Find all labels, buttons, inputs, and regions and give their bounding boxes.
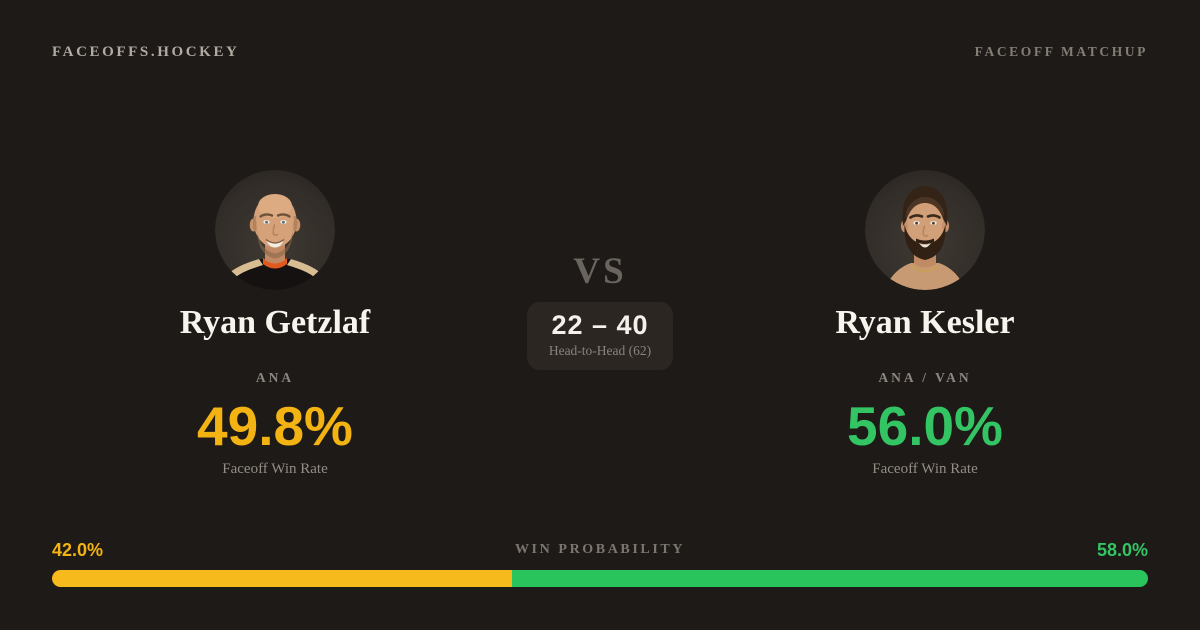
win-prob-left-pct: 42.0% — [52, 540, 104, 560]
player-left-winrate-label: Faceoff Win Rate — [222, 461, 328, 478]
vs-label: VS — [573, 251, 627, 292]
player-left-winrate: 49.8% — [197, 395, 353, 458]
win-probability-labels: 42.0% WIN PROBABILITY 58.0% — [52, 540, 1148, 562]
player-left: Ryan Getzlaf ANA 49.8% Faceoff Win Rate — [95, 170, 455, 478]
win-bar-right — [512, 570, 1148, 587]
ryan-kesler-headshot-illustration — [865, 170, 985, 290]
player-left-avatar — [215, 170, 335, 290]
player-right-winrate: 56.0% — [847, 395, 1003, 458]
head-to-head-card: 22 – 40 Head-to-Head (62) — [527, 301, 673, 371]
win-prob-right-pct: 58.0% — [1096, 540, 1148, 560]
header: FACEOFFS.HOCKEY FACEOFF MATCHUP — [52, 44, 1148, 61]
player-left-team: ANA — [255, 370, 295, 386]
head-to-head-score: 22 – 40 — [551, 309, 649, 340]
player-right: Ryan Kesler ANA / VAN 56.0% Faceoff Win … — [745, 170, 1105, 478]
player-right-winrate-label: Faceoff Win Rate — [872, 461, 978, 478]
win-probability-bar — [52, 570, 1148, 587]
matchup-center: VS 22 – 40 Head-to-Head (62) — [480, 251, 720, 371]
ryan-getzlaf-headshot-illustration — [215, 170, 335, 290]
head-to-head-label: Head-to-Head (62) — [548, 343, 652, 359]
player-right-avatar — [865, 170, 985, 290]
brand-logo-text: FACEOFFS.HOCKEY — [52, 44, 240, 60]
win-probability-title: WIN PROBABILITY — [514, 542, 686, 557]
win-bar-left — [52, 570, 513, 587]
player-left-name: Ryan Getzlaf — [179, 304, 371, 341]
player-right-name: Ryan Kesler — [835, 304, 1015, 341]
player-right-team: ANA / VAN — [878, 370, 972, 386]
page-title: FACEOFF MATCHUP — [974, 44, 1148, 59]
